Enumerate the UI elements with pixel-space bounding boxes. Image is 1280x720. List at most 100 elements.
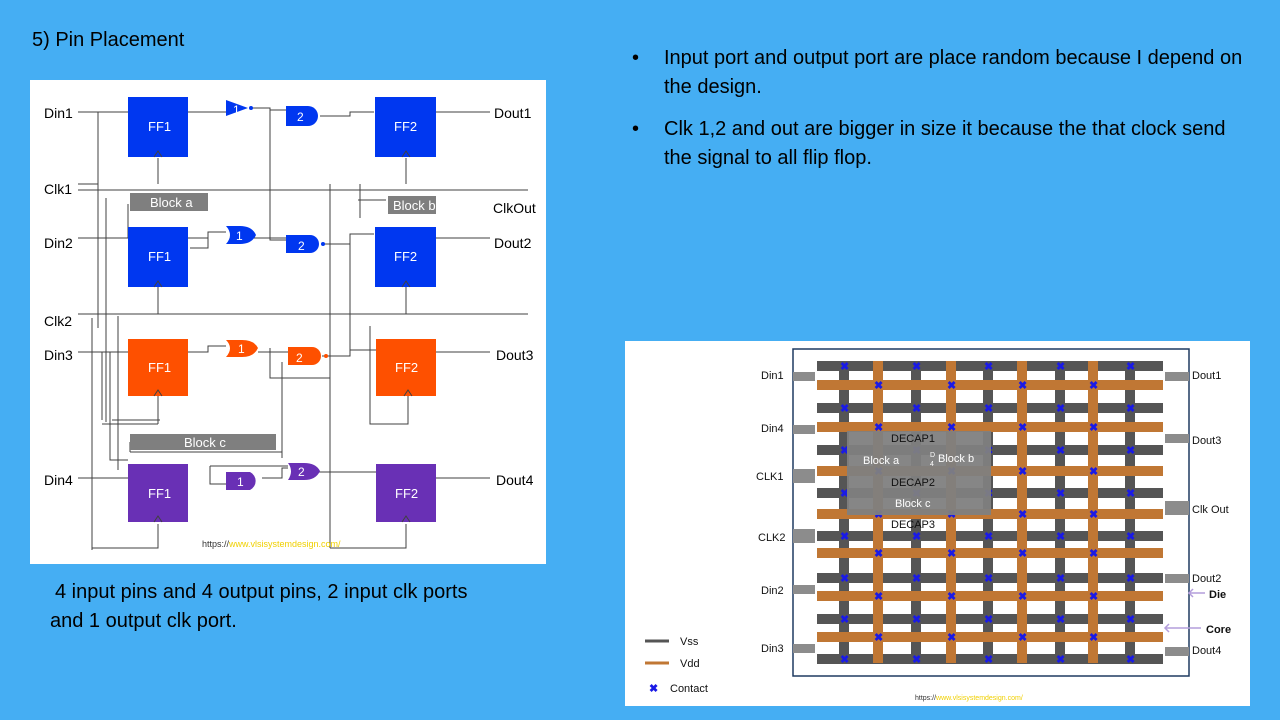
caption-line-2: and 1 output clk port. xyxy=(50,610,237,632)
contact-icon: ✖ xyxy=(984,531,993,543)
contact-icon: ✖ xyxy=(984,614,993,626)
ff2-row4-label: FF2 xyxy=(395,486,418,501)
block-b-label: Block b xyxy=(938,453,974,465)
schematic-url: https://www.vlsisystemdesign.com/ xyxy=(202,539,341,549)
vdd-rail-h xyxy=(817,422,1163,432)
ff1-row4-label: FF1 xyxy=(148,486,171,501)
contact-icon: ✖ xyxy=(947,422,956,434)
contact-icon: ✖ xyxy=(1126,573,1135,585)
decap3-label: DECAP3 xyxy=(891,519,935,531)
ff1-row4 xyxy=(128,464,188,522)
contact-icon: ✖ xyxy=(840,654,849,666)
contact-icon: ✖ xyxy=(912,403,921,415)
fp-pin-dout4: Dout4 xyxy=(1192,645,1221,657)
contact-icon: ✖ xyxy=(947,548,956,560)
fp-pin-clk1: CLK1 xyxy=(756,471,784,483)
contact-icon: ✖ xyxy=(1089,466,1098,478)
contact-icon: ✖ xyxy=(840,488,849,500)
nand-gate-2-row3 xyxy=(288,347,321,365)
floorplan-drawing: ✖ ✖ ✖ ✖ ✖ ✖ ✖ ✖ ✖ ✖ ✖ ✖ ✖ ✖ ✖ ✖ ✖ ✖ ✖ ✖ ✖ ✖ ✖ ✖ ✖ ✖ ✖ ✖ ✖ ✖ ✖ ✖ ✖ ✖ ✖ ✖ ✖ ✖ ✖ ✖… xyxy=(645,348,1231,702)
ff2-row3 xyxy=(376,339,436,396)
nor-gate-2-row4-label: 2 xyxy=(298,465,305,479)
floorplan-panel: ✖ ✖ ✖ ✖ ✖ ✖ ✖ ✖ ✖ ✖ ✖ ✖ ✖ ✖ ✖ ✖ ✖ ✖ ✖ ✖ ✖ ✖ ✖ ✖ ✖ ✖ ✖ ✖ ✖ ✖ ✖ ✖ ✖ ✖ ✖ ✖ ✖ ✖ ✖ ✖… xyxy=(625,341,1250,706)
contact-icon: ✖ xyxy=(947,632,956,644)
contact-icon: ✖ xyxy=(840,403,849,415)
vdd-rail-h xyxy=(817,380,1163,390)
fp-pin-din2: Din2 xyxy=(761,585,784,597)
fp-pin-clk2: CLK2 xyxy=(758,532,786,544)
nand-gate-2-row2 xyxy=(286,235,319,253)
vdd-rail-h xyxy=(817,548,1163,558)
contact-icon: ✖ xyxy=(1089,632,1098,644)
contact-icon: ✖ xyxy=(912,654,921,666)
pin-din1: Din1 xyxy=(44,105,73,121)
block-c-label: Block c xyxy=(895,498,931,510)
contact-icon: ✖ xyxy=(912,531,921,543)
contact-icon: ✖ xyxy=(1018,548,1027,560)
four-label: 4 xyxy=(930,461,934,468)
vdd-rail-h xyxy=(817,591,1163,601)
pin-dout4: Dout4 xyxy=(496,472,534,488)
legend-vdd: Vdd xyxy=(680,658,700,670)
contact-icon: ✖ xyxy=(912,573,921,585)
pin-placement-schematic: Block a Block b Block c FF1 FF2 FF1 FF2 … xyxy=(30,80,546,564)
fp-pin-din4: Din4 xyxy=(761,423,784,435)
or-gate-1-row3-label: 1 xyxy=(238,342,245,356)
core-label: Core xyxy=(1206,624,1231,636)
ff2-row4 xyxy=(376,464,436,522)
contact-icon: ✖ xyxy=(1056,531,1065,543)
bullet-item: Input port and output port are place ran… xyxy=(632,44,1252,102)
legend-vss: Vss xyxy=(680,636,699,648)
pin-clkout: ClkOut xyxy=(493,200,536,216)
contact-icon: ✖ xyxy=(1089,509,1098,521)
contact-icon: ✖ xyxy=(1018,380,1027,392)
contact-icon: ✖ xyxy=(1089,380,1098,392)
contact-icon: ✖ xyxy=(1089,548,1098,560)
contact-icon: ✖ xyxy=(1126,614,1135,626)
left-pin-stubs xyxy=(793,372,815,653)
contact-icon: ✖ xyxy=(1056,573,1065,585)
legend-contact-icon: ✖ xyxy=(649,683,658,695)
contact-icon: ✖ xyxy=(1056,488,1065,500)
contact-icon: ✖ xyxy=(1056,614,1065,626)
vdd-rail-v xyxy=(1088,361,1098,663)
slide-title: 5) Pin Placement xyxy=(32,29,185,51)
contact-icon: ✖ xyxy=(1126,654,1135,666)
contact-icon: ✖ xyxy=(1056,654,1065,666)
contact-icon: ✖ xyxy=(984,573,993,585)
decap1-label: DECAP1 xyxy=(891,433,935,445)
contact-icon: ✖ xyxy=(840,573,849,585)
ff2-row2-label: FF2 xyxy=(394,249,417,264)
die-label: Die xyxy=(1209,589,1226,601)
contact-icon: ✖ xyxy=(1126,403,1135,415)
or-gate-1-row2 xyxy=(226,226,256,244)
contact-icon: ✖ xyxy=(1056,361,1065,373)
contact-icon: ✖ xyxy=(1089,422,1098,434)
contact-icon: ✖ xyxy=(874,548,883,560)
pin-clk1: Clk1 xyxy=(44,181,72,197)
vdd-rail-v xyxy=(1017,361,1027,663)
fp-pin-dout1: Dout1 xyxy=(1192,370,1221,382)
inverter-label: 1 xyxy=(233,103,240,117)
contact-icon: ✖ xyxy=(1126,488,1135,500)
ff2-row1 xyxy=(375,97,436,157)
contact-icon: ✖ xyxy=(840,361,849,373)
contact-icon: ✖ xyxy=(1056,445,1065,457)
pin-din4: Din4 xyxy=(44,472,73,488)
contact-icon: ✖ xyxy=(912,361,921,373)
d-label: D xyxy=(930,452,935,459)
vdd-rail-h xyxy=(817,632,1163,642)
fp-pin-clkout: Clk Out xyxy=(1192,504,1229,516)
contact-icon: ✖ xyxy=(1018,466,1027,478)
nand-gate-2-row2-label: 2 xyxy=(298,239,305,253)
contact-icon: ✖ xyxy=(984,654,993,666)
block-region xyxy=(847,431,991,515)
pin-dout1: Dout1 xyxy=(494,105,532,121)
block-b-label: Block b xyxy=(393,198,436,213)
ff1-row2-label: FF1 xyxy=(148,249,171,264)
contact-icon: ✖ xyxy=(947,380,956,392)
block-c xyxy=(130,434,276,450)
right-pin-stubs xyxy=(1165,372,1189,656)
caption-line-1: 4 input pins and 4 output pins, 2 input … xyxy=(55,581,468,603)
ff1-row1 xyxy=(128,97,188,157)
